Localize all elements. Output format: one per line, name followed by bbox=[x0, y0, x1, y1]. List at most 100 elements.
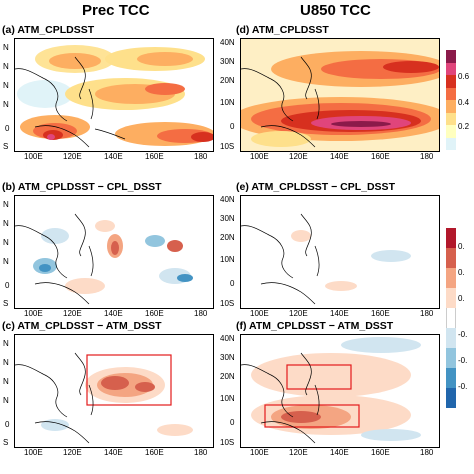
lat-tick-f-0: 0 bbox=[230, 418, 235, 427]
lon-tick-a-140e: 140E bbox=[104, 152, 123, 161]
coastline-a bbox=[15, 56, 126, 148]
colorbar-top-label-0: 0.6 bbox=[458, 72, 470, 81]
lon-tick-f-100e: 100E bbox=[250, 448, 269, 457]
column-title-prec: Prec TCC bbox=[82, 2, 150, 19]
lat-tick-a-0: N bbox=[3, 43, 9, 52]
lon-tick-a-120e: 120E bbox=[63, 152, 82, 161]
lat-tick-b-4: 0 bbox=[5, 281, 10, 290]
map-panel-c bbox=[14, 334, 214, 448]
panel-title-f: (f) ATM_CPLDSST − ATM_DSST bbox=[236, 320, 394, 332]
colorbar-bottom-bin-6 bbox=[446, 328, 456, 348]
coastline-c bbox=[15, 352, 94, 444]
region-box-f-north bbox=[286, 364, 352, 390]
colorbar-bottom-bin-8 bbox=[446, 368, 456, 388]
colorbar-bottom-bin-9 bbox=[446, 388, 456, 408]
panel-title-e: (e) ATM_CPLDSST − CPL_DSST bbox=[236, 181, 395, 193]
map-panel-d bbox=[240, 38, 440, 152]
lon-tick-b-160e: 160E bbox=[145, 309, 164, 318]
map-panel-b bbox=[14, 195, 214, 309]
colorbar-top-bin-1 bbox=[446, 50, 456, 63]
colorbar-bottom-label-5: -0. bbox=[458, 382, 468, 391]
lon-tick-d-140e: 140E bbox=[330, 152, 349, 161]
colorbar-bottom bbox=[446, 228, 456, 408]
lat-tick-f-20n: 20N bbox=[220, 372, 235, 381]
coastline-f bbox=[241, 352, 320, 444]
colorbar-bottom-label-3: -0. bbox=[458, 330, 468, 339]
map-panel-e bbox=[240, 195, 440, 309]
diff-shading-e bbox=[291, 230, 411, 291]
colorbar-bottom-label-0: 0. bbox=[458, 242, 465, 251]
lon-tick-e-160e: 160E bbox=[371, 309, 390, 318]
colorbar-bottom-bin-4 bbox=[446, 288, 456, 308]
lat-tick-b-3: N bbox=[3, 257, 9, 266]
panel-title-a: (a) ATM_CPLDSST bbox=[2, 24, 95, 36]
lon-tick-a-160e: 160E bbox=[145, 152, 164, 161]
u850-tcc-shading-d bbox=[241, 39, 439, 151]
map-panel-f bbox=[240, 334, 440, 448]
lat-tick-c-0: N bbox=[3, 339, 9, 348]
lat-tick-e-40n: 40N bbox=[220, 195, 235, 204]
lat-tick-c-3: N bbox=[3, 396, 9, 405]
lat-tick-c-4: 0 bbox=[5, 420, 10, 429]
lat-tick-f-10s: 10S bbox=[220, 438, 235, 447]
lat-tick-a-2: N bbox=[3, 81, 9, 90]
lat-tick-c-5: S bbox=[3, 438, 9, 447]
panel-title-d: (d) ATM_CPLDSST bbox=[236, 24, 329, 36]
lon-tick-e-180: 180 bbox=[420, 309, 434, 318]
coastline-d bbox=[241, 56, 320, 148]
colorbar-bottom-bin-1 bbox=[446, 228, 456, 248]
lat-tick-e-0: 0 bbox=[230, 279, 235, 288]
lat-tick-a-5: S bbox=[3, 142, 9, 151]
colorbar-top-bin-6 bbox=[446, 112, 456, 125]
lon-tick-b-140e: 140E bbox=[104, 309, 123, 318]
colorbar-top-bin-2 bbox=[446, 62, 456, 75]
lat-tick-a-3: N bbox=[3, 100, 9, 109]
prec-tcc-shading-a bbox=[17, 45, 213, 146]
lat-tick-b-0: N bbox=[3, 200, 9, 209]
colorbar-bottom-bin-7 bbox=[446, 348, 456, 368]
lat-tick-d-20n: 20N bbox=[220, 76, 235, 85]
lat-tick-e-20n: 20N bbox=[220, 233, 235, 242]
lon-tick-f-140e: 140E bbox=[330, 448, 349, 457]
colorbar-top bbox=[446, 50, 456, 150]
lat-tick-b-1: N bbox=[3, 219, 9, 228]
diff-shading-c bbox=[41, 367, 193, 436]
lat-tick-d-0: 0 bbox=[230, 122, 235, 131]
colorbar-top-bin-3 bbox=[446, 75, 456, 88]
colorbar-top-bin-4 bbox=[446, 87, 456, 100]
lon-tick-f-180: 180 bbox=[420, 448, 434, 457]
map-panel-a bbox=[14, 38, 214, 152]
lon-tick-a-180: 180 bbox=[194, 152, 208, 161]
colorbar-bottom-label-1: 0. bbox=[458, 268, 465, 277]
lat-tick-f-40n: 40N bbox=[220, 334, 235, 343]
coastline-b bbox=[15, 213, 94, 305]
lon-tick-c-120e: 120E bbox=[63, 448, 82, 457]
lon-tick-e-120e: 120E bbox=[289, 309, 308, 318]
lon-tick-b-100e: 100E bbox=[24, 309, 43, 318]
lon-tick-c-180: 180 bbox=[194, 448, 208, 457]
colorbar-bottom-label-4: -0. bbox=[458, 356, 468, 365]
colorbar-bottom-bin-3 bbox=[446, 268, 456, 288]
region-box-c bbox=[86, 354, 172, 406]
lat-tick-c-2: N bbox=[3, 377, 9, 386]
lat-tick-f-30n: 30N bbox=[220, 353, 235, 362]
lon-tick-e-100e: 100E bbox=[250, 309, 269, 318]
panel-title-c: (c) ATM_CPLDSST − ATM_DSST bbox=[2, 320, 162, 332]
lon-tick-b-180: 180 bbox=[194, 309, 208, 318]
region-box-f-south bbox=[264, 404, 360, 428]
lat-tick-e-30n: 30N bbox=[220, 214, 235, 223]
lat-tick-a-1: N bbox=[3, 62, 9, 71]
colorbar-top-label-1: 0.4 bbox=[458, 98, 470, 107]
lon-tick-c-140e: 140E bbox=[104, 448, 123, 457]
lat-tick-d-10n: 10N bbox=[220, 98, 235, 107]
lat-tick-d-40n: 40N bbox=[220, 38, 235, 47]
lon-tick-b-120e: 120E bbox=[63, 309, 82, 318]
lat-tick-d-30n: 30N bbox=[220, 57, 235, 66]
lon-tick-d-120e: 120E bbox=[289, 152, 308, 161]
colorbar-bottom-bin-2 bbox=[446, 248, 456, 268]
coastline-e bbox=[241, 213, 320, 305]
column-title-u850: U850 TCC bbox=[300, 2, 371, 19]
colorbar-bottom-label-2: 0. bbox=[458, 294, 465, 303]
panel-title-b: (b) ATM_CPLDSST − CPL_DSST bbox=[2, 181, 162, 193]
lat-tick-b-2: N bbox=[3, 238, 9, 247]
